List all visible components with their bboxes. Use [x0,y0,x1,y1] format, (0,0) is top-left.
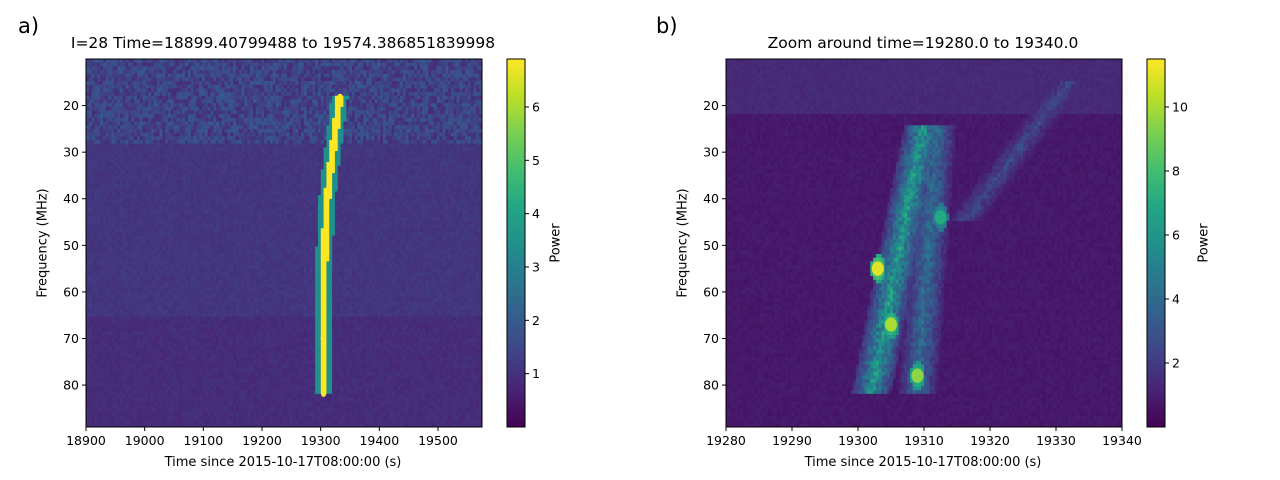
colorbar-tick-label: 5 [532,153,540,168]
x-tick-label: 19500 [418,433,458,448]
x-tick-label: 19340 [1102,433,1142,448]
colorbar-tick-label: 6 [1172,228,1180,243]
burst-track-point [338,94,343,99]
burst-track-point [321,336,326,341]
colorbar-tick-label: 6 [532,100,540,115]
y-tick-label: 40 [703,191,719,206]
colorbar-tick-label: 8 [1172,164,1180,179]
y-tick-label: 80 [63,378,79,393]
y-tick-label: 80 [703,378,719,393]
heatmap-a [86,59,482,427]
colorbar-tick-label: 3 [532,260,540,275]
burst-track-point [330,150,335,155]
emission-hotspot [885,318,897,332]
x-tick-label: 18900 [66,433,106,448]
colorbar-tick-label: 1 [532,366,540,381]
colorbar-tick-label: 4 [1172,292,1180,307]
x-tick-label: 19000 [125,433,165,448]
colorbar-tick-label: 4 [532,206,540,221]
y-tick-label: 70 [703,331,719,346]
x-tick-label: 19310 [904,433,944,448]
y-tick-label: 60 [703,284,719,299]
colorbar-tick-label: 10 [1172,100,1188,115]
y-tick-label: 60 [63,284,79,299]
colorbar-a [507,59,525,427]
y-tick-label: 20 [63,98,79,113]
x-tick-label: 19300 [301,433,341,448]
x-tick-label: 19330 [1036,433,1076,448]
y-tick-label: 30 [703,145,719,160]
colorbar-b [1147,59,1165,427]
y-tick-label: 70 [63,331,79,346]
x-tick-label: 19100 [183,433,223,448]
y-tick-label: 50 [703,238,719,253]
x-tick-label: 19300 [838,433,878,448]
burst-track-point [321,392,326,397]
burst-track-point [325,196,330,201]
x-tick-label: 19400 [359,433,399,448]
x-tick-label: 19280 [706,433,746,448]
x-tick-label: 19290 [772,433,812,448]
y-tick-label: 30 [63,145,79,160]
emission-hotspot [911,369,923,383]
x-tick-label: 19320 [970,433,1010,448]
emission-hotspot [872,262,884,276]
burst-track-point [322,243,327,248]
colorbar-tick-label: 2 [1172,356,1180,371]
y-tick-label: 20 [703,98,719,113]
y-tick-label: 40 [63,191,79,206]
heatmap-b [726,59,1122,427]
colorbar-tick-label: 2 [532,313,540,328]
x-tick-label: 19200 [242,433,282,448]
burst-track-point [321,289,326,294]
y-tick-label: 50 [63,238,79,253]
emission-hotspot [935,210,947,224]
